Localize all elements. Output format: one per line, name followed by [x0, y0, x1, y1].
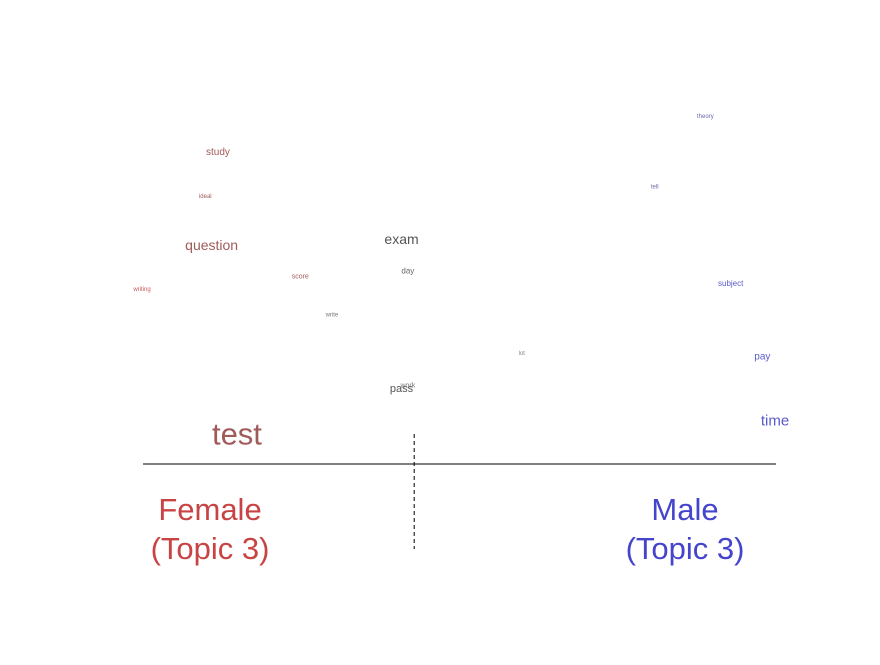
word-point-work: work [399, 383, 415, 390]
word-points: study ideal question score writing write exam d… [132, 114, 789, 451]
word-point-exam: exam [384, 231, 418, 247]
male-label-line2: (Topic 3) [626, 531, 745, 566]
word-point-score: score [292, 274, 309, 281]
word-point-pass: pass [390, 383, 414, 395]
male-label-line1: Male [651, 492, 718, 527]
word-point-day: day [401, 266, 414, 275]
word-point-lot: lot [519, 351, 526, 357]
word-point-write: write [325, 313, 339, 319]
word-point-study: study [206, 147, 230, 158]
word-point-writing: writing [132, 287, 150, 293]
word-point-pay: pay [754, 352, 770, 363]
word-point-theory: theory [697, 114, 714, 120]
female-label-line2: (Topic 3) [151, 531, 270, 566]
word-point-subject: subject [718, 279, 744, 288]
word-point-ideal: ideal [199, 194, 212, 200]
female-label-line1: Female [158, 492, 261, 527]
word-point-question: question [185, 237, 238, 253]
word-point-tell: tell [651, 185, 659, 191]
word-point-time: time [761, 413, 789, 430]
word-point-test: test [212, 417, 262, 452]
